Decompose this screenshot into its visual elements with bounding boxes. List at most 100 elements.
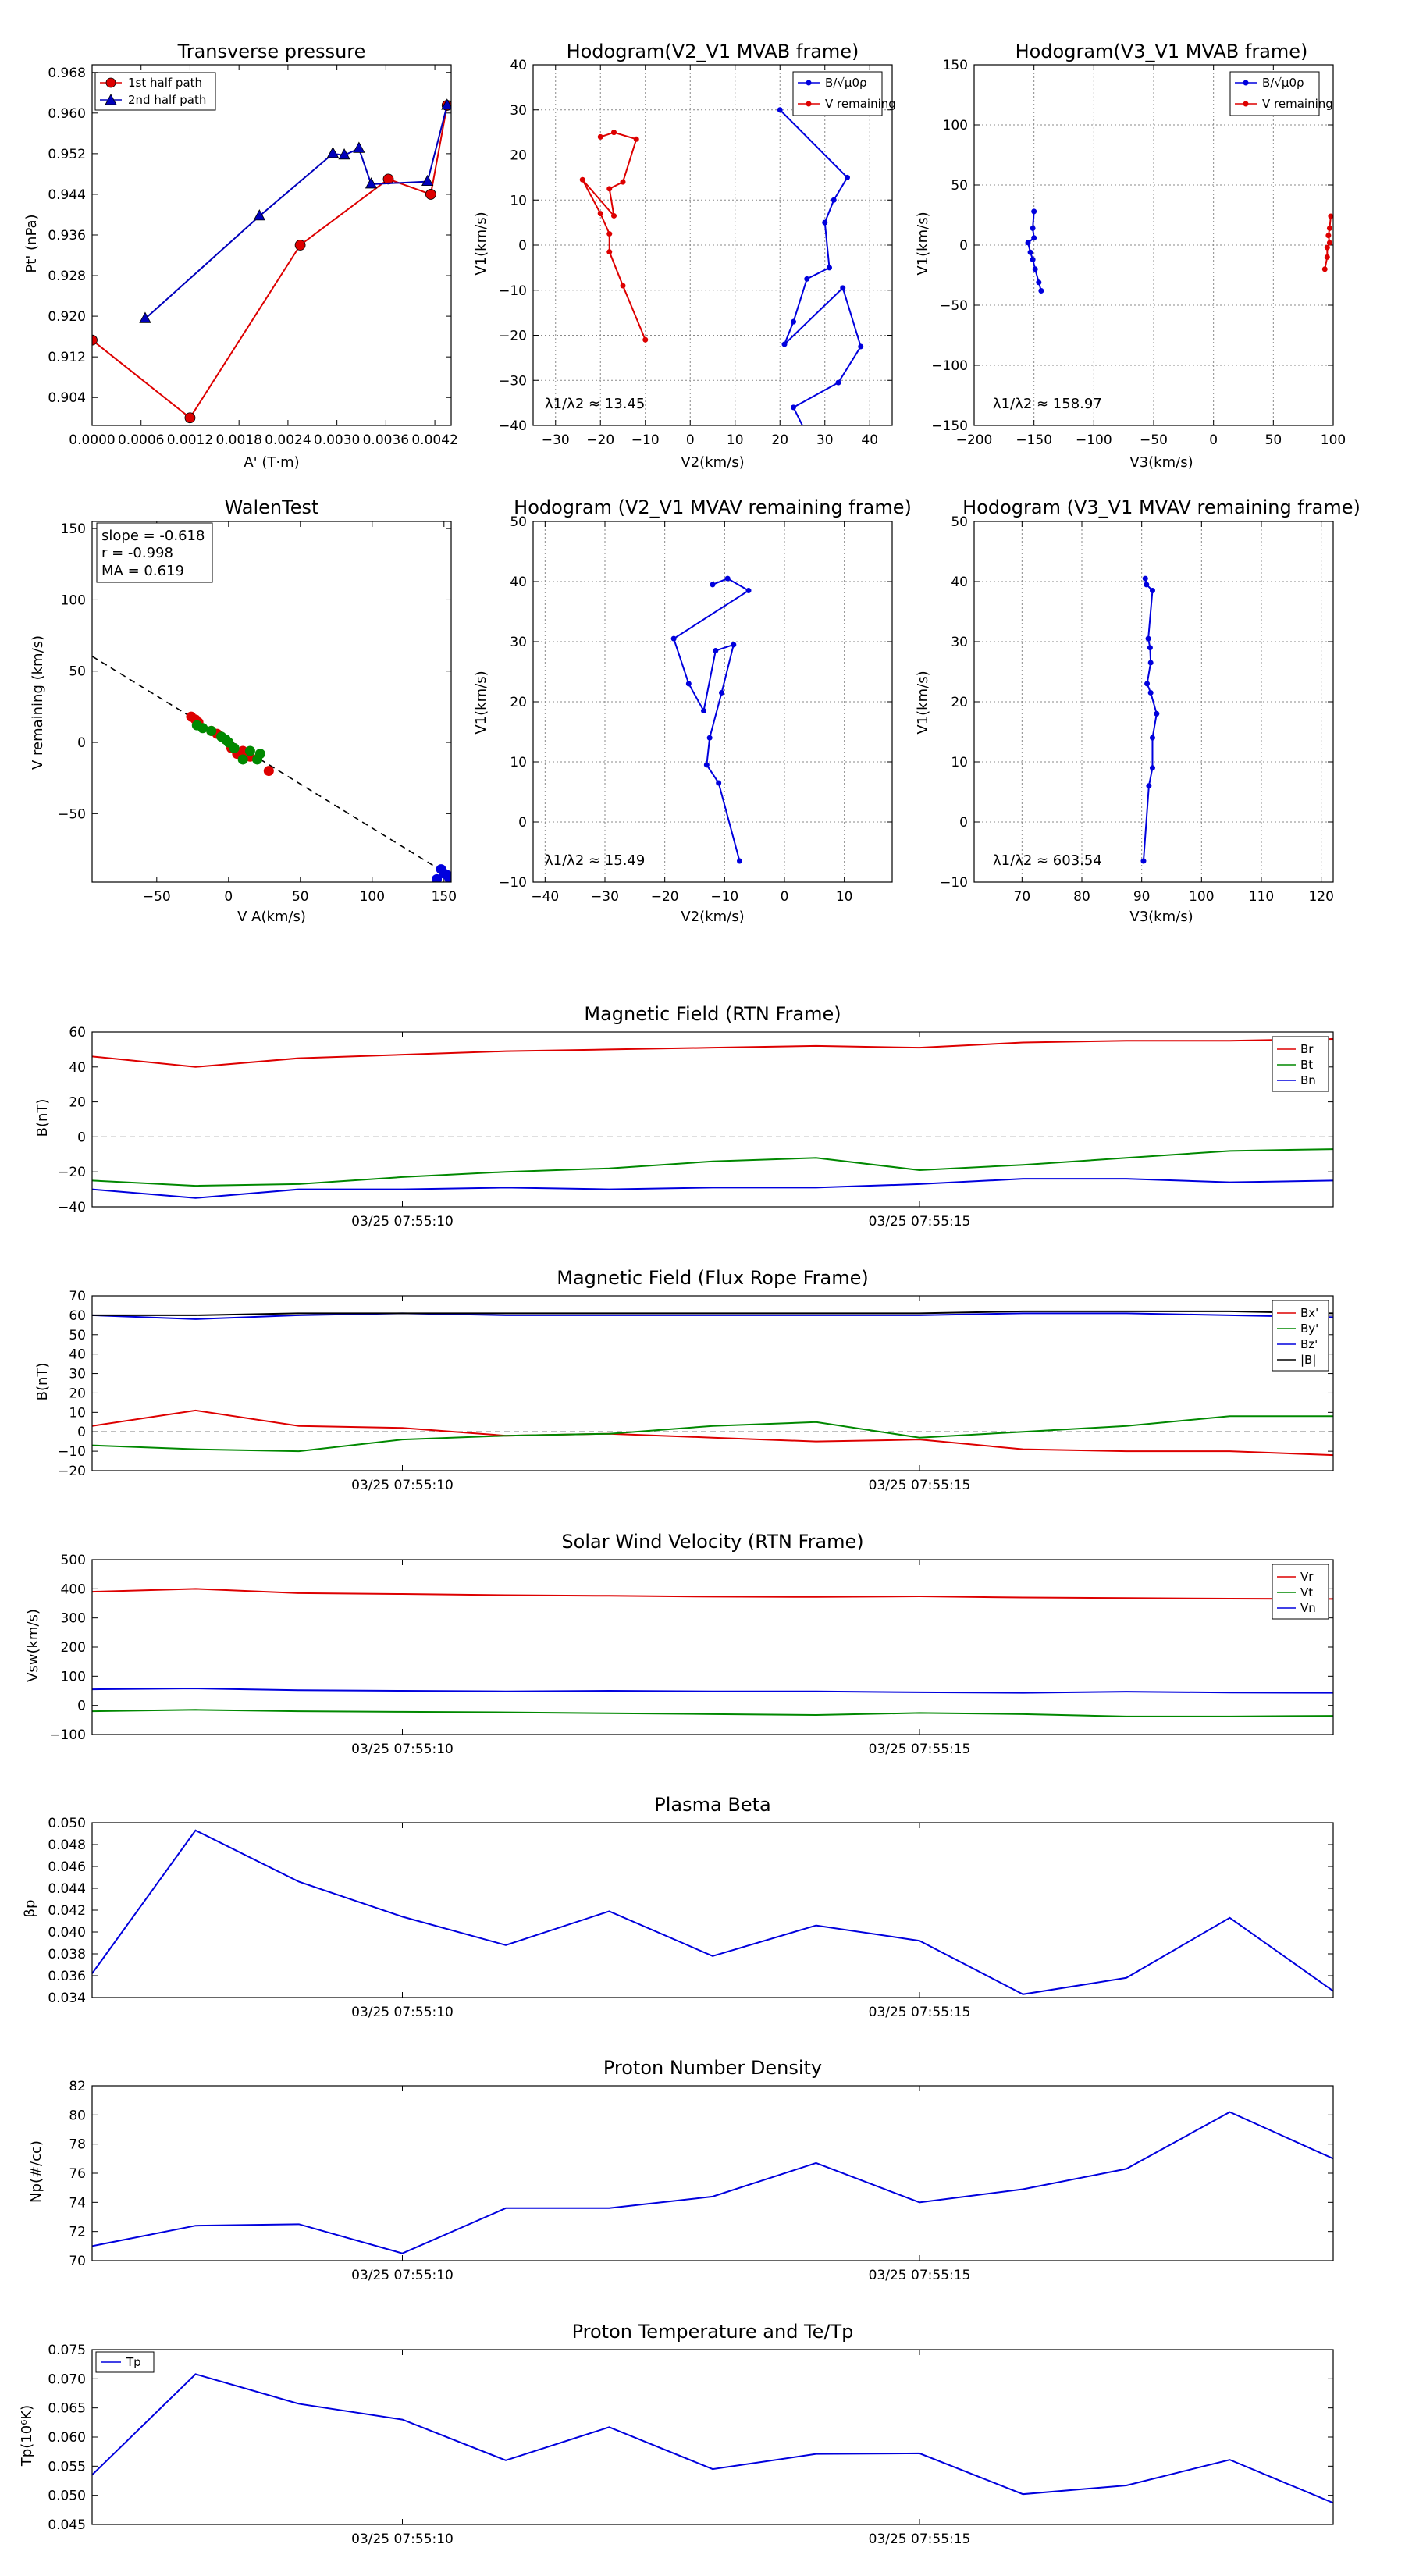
data-point bbox=[1030, 256, 1036, 262]
x-tick-label: 03/25 07:55:10 bbox=[351, 2532, 454, 2547]
data-point bbox=[1146, 783, 1152, 789]
x-tick-label: 03/25 07:55:15 bbox=[869, 2532, 971, 2547]
plot-frame bbox=[91, 1295, 1334, 1471]
y-tick-label: 100 bbox=[61, 1669, 86, 1685]
data-point bbox=[1147, 689, 1154, 696]
series-line-Bn bbox=[92, 1178, 1333, 1199]
plot-frame bbox=[973, 521, 1334, 883]
legend-label: Bt bbox=[1300, 1058, 1313, 1072]
y-tick-label: 150 bbox=[943, 58, 968, 73]
y-tick-label: 0.075 bbox=[48, 2343, 86, 2358]
y-tick-label: 0.928 bbox=[48, 269, 86, 284]
y-tick-label: 0 bbox=[959, 238, 968, 254]
chart-title: Hodogram (V2_V1 MVAV remaining frame) bbox=[514, 496, 912, 518]
y-tick-label: −50 bbox=[58, 806, 86, 822]
x-tick-label: 100 bbox=[360, 889, 385, 905]
x-tick-label: −20 bbox=[651, 889, 679, 905]
panel-walen-test: WalenTest V A(km/s) V remaining (km/s) s… bbox=[30, 496, 318, 925]
series-line-Vn bbox=[92, 1688, 1333, 1694]
y-tick-label: 10 bbox=[510, 193, 527, 208]
legend-marker-1st bbox=[105, 77, 116, 88]
data-point bbox=[822, 219, 828, 226]
y-axis-label: V1(km/s) bbox=[473, 212, 489, 275]
series-line-V bbox=[1142, 578, 1158, 862]
data-point bbox=[1324, 244, 1330, 251]
data-point bbox=[1154, 710, 1160, 717]
data-point bbox=[731, 642, 737, 648]
legend-marker-b bbox=[1243, 80, 1249, 86]
x-tick-label: −150 bbox=[1016, 432, 1052, 448]
data-point bbox=[777, 107, 783, 113]
plot-mag_fr: 03/25 07:55:10 03/25 07:55:15 −20 −10 0 10 20 3… bbox=[58, 1289, 1334, 1493]
plot-tp: 0.0000 0.0006 0.0012 0.0018 0.0024 0.0030 0.00… bbox=[48, 64, 458, 448]
data-point bbox=[425, 189, 436, 200]
plot-h3: −40 −30 −20 −10 0 10 −10 0 10 20 30 40 50 bbox=[499, 514, 893, 905]
y-tick-label: 0 bbox=[77, 1699, 86, 1714]
series-line-B/√μ0ρ bbox=[779, 109, 862, 425]
plot-area bbox=[92, 1829, 1333, 1995]
y-tick-label: 20 bbox=[69, 1095, 86, 1111]
y-tick-label: 0.920 bbox=[48, 309, 86, 325]
plot-tpt: 03/25 07:55:10 03/25 07:55:15 0.045 0.050 0.… bbox=[48, 2343, 1334, 2547]
legend-label: Bx' bbox=[1300, 1306, 1318, 1320]
legend-label: Bz' bbox=[1300, 1337, 1318, 1351]
y-tick-label: 400 bbox=[61, 1582, 86, 1597]
x-tick-label: 0.0006 bbox=[118, 432, 164, 448]
eigenvalue-ratio: λ1/λ2 ≈ 158.97 bbox=[993, 396, 1102, 412]
y-tick-label: 0.060 bbox=[48, 2430, 86, 2446]
data-point bbox=[229, 742, 240, 753]
x-tick-label: 0.0024 bbox=[265, 432, 311, 448]
x-axis-label: V3(km/s) bbox=[1129, 909, 1193, 925]
x-axis-label: V A(km/s) bbox=[237, 909, 306, 925]
legend-label-v: V remaining bbox=[825, 97, 896, 111]
data-point bbox=[432, 873, 443, 882]
legend-label: Vr bbox=[1300, 1570, 1314, 1584]
x-tick-label: −20 bbox=[586, 432, 614, 448]
plot-frame bbox=[91, 1559, 1334, 1735]
eigenvalue-ratio: λ1/λ2 ≈ 603.54 bbox=[993, 852, 1102, 869]
plot-area bbox=[92, 1310, 1333, 1457]
data-point bbox=[719, 689, 724, 696]
x-tick-label: 70 bbox=[1014, 889, 1031, 905]
data-point bbox=[620, 179, 626, 185]
data-point bbox=[633, 136, 639, 142]
data-point bbox=[1149, 735, 1155, 741]
plot-area bbox=[92, 656, 451, 882]
x-axis-label: V2(km/s) bbox=[681, 909, 744, 925]
y-tick-label: −20 bbox=[58, 1464, 86, 1479]
y-tick-label: 0.040 bbox=[48, 1925, 86, 1941]
x-tick-label: 0.0012 bbox=[167, 432, 213, 448]
data-point bbox=[441, 98, 451, 110]
y-tick-label: 0 bbox=[518, 815, 527, 831]
plot-h2: −200 −150 −100 −50 0 50 100−150−100−5005010015… bbox=[931, 58, 1346, 448]
y-tick-label: 76 bbox=[69, 2166, 86, 2182]
data-point bbox=[703, 762, 710, 768]
y-tick-label: 40 bbox=[510, 58, 527, 73]
data-point bbox=[1321, 266, 1328, 272]
x-tick-label: 10 bbox=[836, 889, 853, 905]
y-tick-label: 150 bbox=[61, 521, 86, 537]
data-point bbox=[1142, 575, 1148, 582]
plot-frame bbox=[91, 2085, 1334, 2261]
x-tick-label: 0.0030 bbox=[314, 432, 360, 448]
plot-area bbox=[92, 98, 451, 424]
eigenvalue-ratio: λ1/λ2 ≈ 13.45 bbox=[545, 396, 645, 412]
series-line-V bbox=[672, 578, 750, 862]
x-tick-label: −50 bbox=[143, 889, 171, 905]
y-tick-label: 0.944 bbox=[48, 187, 86, 203]
data-point bbox=[804, 276, 810, 282]
data-point bbox=[1032, 266, 1038, 272]
data-point bbox=[1149, 765, 1155, 771]
data-point bbox=[1324, 254, 1330, 260]
y-axis-label: V remaining (km/s) bbox=[30, 635, 46, 770]
data-point bbox=[1326, 225, 1332, 231]
series-line-Bt bbox=[92, 1148, 1333, 1187]
data-point bbox=[606, 249, 613, 255]
data-point bbox=[791, 404, 796, 411]
data-point bbox=[606, 231, 613, 237]
x-axis-label: V3(km/s) bbox=[1129, 454, 1193, 471]
chart-title: Hodogram(V3_V1 MVAB frame) bbox=[1016, 41, 1308, 62]
x-tick-label: 0.0000 bbox=[69, 432, 115, 448]
legend-label-2nd: 2nd half path bbox=[128, 93, 206, 107]
panel-hodogram-v3v1-mvav: Hodogram (V3_V1 MVAV remaining frame) V3… bbox=[915, 496, 1361, 925]
